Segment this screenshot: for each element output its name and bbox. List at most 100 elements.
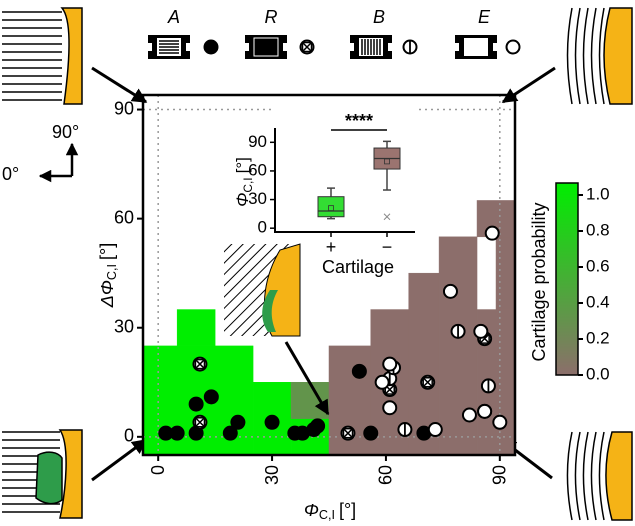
point-cross [342,428,354,439]
point [382,400,398,416]
heatmap-cell [495,236,516,310]
inset-category-label: − [382,237,393,257]
y-axis-label-unit: [°] [97,243,117,260]
point-circle [473,323,489,339]
point [363,425,379,441]
mean [328,205,334,212]
legend-icons [148,35,497,59]
colorbar-label: Cartilage probability [529,202,549,361]
inset-y-axis-label-subscript: C,I [241,177,255,192]
outlier [383,213,391,221]
x-tick-label: 30 [262,465,282,485]
point-cross [422,377,433,388]
point-circle [374,374,390,390]
inset-y-tick-label: 0 [258,218,267,237]
tissue-sketch-middle [224,243,330,416]
legend-marker [402,39,418,55]
point-box [301,41,313,53]
point [169,425,185,441]
plot-frame [141,93,517,457]
inset-y-tick-label: 30 [248,189,267,208]
point [374,374,390,390]
y-tick-label: 30 [114,316,134,336]
significance-label: **** [345,111,373,131]
point [484,225,500,241]
box [317,196,345,218]
point-box [422,377,433,388]
y-axis-label-subscript: C,I [105,264,119,280]
point-circle [505,39,521,55]
point [230,414,246,430]
point-circle [461,407,477,423]
point-cross [194,417,205,428]
point [264,414,280,430]
point-circle [351,363,367,379]
inset-axes [274,128,415,233]
heatmap-cell [290,382,330,419]
tissue-sketch-bottom-right [566,431,633,521]
inset-y-tick-label: 90 [248,132,267,151]
point [480,378,496,394]
legend-label: E [478,7,491,27]
point-circle [169,425,185,441]
orientation-indicator: 90° 0° [2,122,79,184]
colorbar-tick-label: 0.6 [586,256,610,275]
point-circle [363,425,379,441]
legend-marker [299,39,315,55]
point-circle [427,422,443,438]
point-cross [301,41,313,53]
colorbar-tick-label: 0.8 [586,220,610,239]
legend-label: A [167,7,180,27]
y-tick-label: 0 [124,426,134,446]
point-circle [382,400,398,416]
point-circle [264,414,280,430]
point [477,403,493,419]
point-circle [230,414,246,430]
colorbar-tick-label: 0.0 [586,364,610,383]
point [310,418,326,434]
colorbar-tick-label: 0.4 [586,292,610,311]
colorbar [555,182,579,376]
y-tick-label: 90 [114,98,134,118]
point [450,323,466,339]
point [192,414,208,430]
point [192,356,208,372]
inset-y-axis-label: ΦC,I [°] [233,157,255,207]
point [492,414,508,430]
inset-y-axis-label-unit: [°] [233,157,252,173]
point [382,356,398,372]
point [351,363,367,379]
x-tick-label: 90 [490,465,510,485]
legend-label: B [373,7,385,27]
inset-background [275,108,415,232]
x-tick-label: 60 [376,465,396,485]
point-circle [188,396,204,412]
point [397,422,413,438]
point-circle [484,225,500,241]
heatmap-cell [176,309,216,347]
inset-x-axis-label: Cartilage [322,257,394,277]
heatmap-cell [438,236,478,456]
x-axis-label-symbol: Φ [304,500,319,520]
point-circle [442,283,458,299]
x-tick-label: 0 [148,465,168,475]
point [188,396,204,412]
point [442,283,458,299]
y-axis-label: ΔΦC,I [°] [97,243,120,308]
point [222,425,238,441]
tissue-sketch-top-left [2,7,83,105]
mean [384,158,390,165]
inset-category-label: + [326,237,337,257]
colorbar-tick-label: 1.0 [586,184,610,203]
x-axis-label-unit: [°] [339,500,356,520]
point-circle [203,389,219,405]
point [340,425,356,441]
orientation-label: 0° [2,164,19,184]
inset-y-axis-label-symbol: Φ [233,193,252,207]
point-box [194,358,206,370]
colorbar-tick-label: 0.2 [586,328,610,347]
point-circle [222,425,238,441]
point-cross [194,359,205,370]
